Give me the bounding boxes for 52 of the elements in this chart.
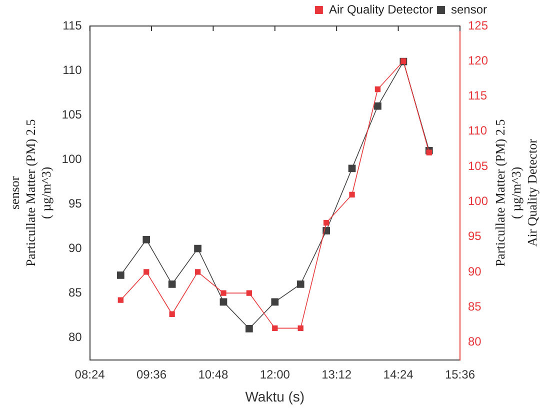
point [349, 192, 355, 198]
point [118, 297, 124, 303]
y-tick-label: 80 [68, 330, 82, 344]
y2-tick-label: 80 [468, 334, 482, 349]
y2-tick-label: 85 [468, 299, 482, 314]
point [194, 269, 201, 275]
point [246, 324, 253, 332]
y-tick-label: 115 [62, 18, 82, 32]
point [220, 290, 226, 296]
y-axis-title: sensor Particullate Matter (PM) 2.5 ( µg/m^3) [7, 119, 54, 267]
y2-tick-label: 120 [468, 53, 488, 68]
x-tick-label: 08:24 [74, 367, 106, 382]
point [168, 280, 176, 288]
x-tick-label: 09:36 [136, 367, 167, 382]
y2-tick-label: 115 [468, 88, 488, 103]
point [374, 102, 382, 110]
point [246, 290, 252, 296]
y-tick-label: 95 [68, 196, 82, 210]
y2-axis-title: Particullate Matter (PM) 2.5 ( µg/m^3) Air Quality Detector [492, 119, 540, 267]
point [194, 244, 202, 252]
x-axis-title: Waktu (s) [245, 388, 305, 404]
legend-label: Air Quality Detector [328, 2, 433, 16]
point [323, 220, 330, 226]
point [142, 236, 150, 244]
point [272, 325, 278, 332]
y-tick-label: 100 [62, 152, 82, 166]
x-tick-label: 12:00 [260, 367, 290, 382]
point [116, 272, 124, 279]
y2-tick-label: 105 [468, 158, 488, 173]
y-tick-label: 90 [68, 240, 82, 255]
y-tick-label: 85 [68, 285, 82, 300]
y2-tick-label: 95 [468, 229, 482, 244]
point [169, 311, 175, 317]
y2-tick-label: 125 [468, 18, 488, 32]
point [296, 280, 304, 288]
y2-tick-label: 90 [468, 264, 482, 278]
point [348, 164, 356, 172]
y2-tick-label: 100 [468, 194, 488, 208]
x-tick-label: 13:12 [322, 367, 352, 382]
point [271, 298, 279, 306]
point [374, 86, 381, 92]
point [298, 325, 304, 332]
point [144, 269, 150, 275]
point [220, 298, 228, 306]
y-tick-label: 110 [62, 62, 82, 77]
x-tick-label: 10:48 [198, 367, 229, 382]
legend-label: sensor [450, 2, 488, 16]
x-tick-label: 14:24 [383, 367, 414, 382]
y2-tick-label: 110 [468, 124, 488, 138]
y-tick-label: 105 [62, 107, 82, 122]
x-tick-label: 15:36 [444, 367, 476, 382]
point [426, 150, 432, 156]
